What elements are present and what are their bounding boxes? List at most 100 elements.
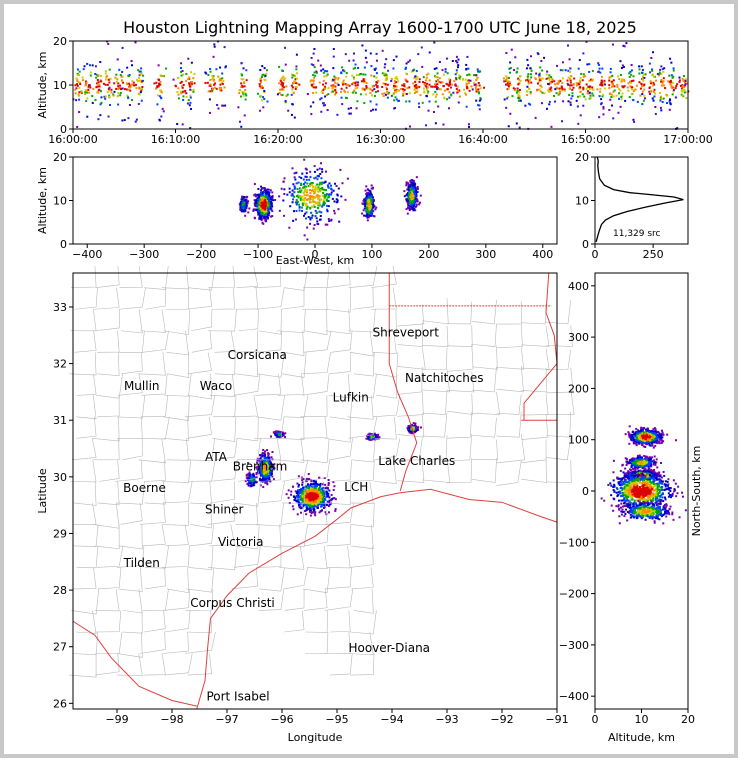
time-source-point bbox=[660, 65, 663, 68]
time-source-point bbox=[242, 94, 245, 97]
time-source-point bbox=[110, 91, 113, 94]
plan-source-point bbox=[312, 510, 315, 513]
time-source-point bbox=[506, 80, 509, 83]
time-source-point bbox=[260, 94, 263, 97]
eastwest-source-point bbox=[312, 188, 315, 191]
time-source-point bbox=[215, 87, 218, 90]
time-source-point bbox=[602, 93, 605, 96]
time-source-point bbox=[641, 93, 644, 96]
eastwest-source-point bbox=[368, 205, 371, 208]
time-source-point bbox=[561, 61, 564, 64]
eastwest-source-point bbox=[245, 203, 248, 206]
plan-source-point bbox=[263, 456, 266, 459]
plan-source-point bbox=[317, 492, 320, 495]
time-source-point bbox=[556, 87, 559, 90]
plan-source-point bbox=[368, 438, 371, 441]
time-source-point bbox=[682, 75, 685, 78]
plan-source-point bbox=[370, 433, 373, 436]
plan-source-point bbox=[323, 506, 326, 509]
time-source-point bbox=[457, 58, 460, 61]
time-source-point bbox=[353, 89, 356, 92]
eastwest-source-point bbox=[314, 202, 317, 205]
plan-source-point bbox=[311, 501, 314, 504]
time-source-point bbox=[185, 79, 188, 82]
time-source-point bbox=[434, 95, 437, 98]
time-source-point bbox=[115, 87, 118, 90]
time-source-point bbox=[394, 96, 397, 99]
time-source-point bbox=[660, 78, 663, 81]
time-source-point bbox=[475, 77, 478, 80]
time-source-point bbox=[577, 67, 580, 70]
eastwest-source-point bbox=[321, 170, 324, 173]
plan-source-point bbox=[264, 472, 267, 475]
time-source-point bbox=[665, 93, 668, 96]
time-source-point bbox=[176, 91, 179, 94]
time-source-point bbox=[365, 93, 368, 96]
time-source-point bbox=[529, 91, 532, 94]
eastwest-source-point bbox=[313, 204, 316, 207]
time-source-point bbox=[245, 79, 248, 82]
eastwest-source-point bbox=[293, 176, 296, 179]
plan-source-point bbox=[255, 471, 258, 474]
time-source-point bbox=[346, 91, 349, 94]
plan-source-point bbox=[265, 465, 268, 468]
time-source-point bbox=[652, 99, 655, 102]
time-source-point bbox=[108, 81, 111, 84]
plan-source-point bbox=[314, 492, 317, 495]
time-source-point bbox=[284, 101, 287, 104]
time-source-point bbox=[557, 93, 560, 96]
time-source-point bbox=[630, 69, 633, 72]
plan-source-point bbox=[266, 476, 269, 479]
eastwest-source-point bbox=[265, 192, 268, 195]
eastwest-source-point bbox=[291, 192, 294, 195]
eastwest-source-point bbox=[241, 209, 244, 212]
time-source-point bbox=[582, 104, 585, 107]
eastwest-source-point bbox=[316, 206, 319, 209]
eastwest-source-point bbox=[327, 185, 330, 188]
eastwest-source-point bbox=[267, 209, 270, 212]
eastwest-source-point bbox=[270, 196, 273, 199]
time-source-point bbox=[534, 116, 537, 119]
time-source-point bbox=[138, 70, 141, 73]
eastwest-source-point bbox=[405, 199, 408, 202]
time-source-point bbox=[425, 95, 428, 98]
time-source-point bbox=[466, 74, 469, 77]
time-source-point bbox=[569, 75, 572, 78]
time-source-point bbox=[334, 81, 337, 84]
plan-source-point bbox=[369, 438, 372, 441]
time-source-point bbox=[373, 88, 376, 91]
plan-source-point bbox=[245, 474, 248, 477]
time-source-point bbox=[597, 63, 600, 66]
time-source-point bbox=[188, 104, 191, 107]
time-source-point bbox=[591, 79, 594, 82]
plan-source-point bbox=[297, 503, 300, 506]
eastwest-source-point bbox=[372, 186, 375, 189]
time-source-point bbox=[601, 84, 604, 87]
time-source-point bbox=[156, 85, 159, 88]
eastwest-source-point bbox=[240, 198, 243, 201]
time-source-point bbox=[76, 84, 79, 87]
eastwest-source-point bbox=[365, 197, 368, 200]
time-source-point bbox=[513, 69, 516, 72]
plan-source-point bbox=[318, 511, 321, 514]
time-source-point bbox=[446, 98, 449, 101]
time-source-point bbox=[81, 76, 84, 79]
time-source-point bbox=[670, 86, 673, 89]
plan-source-point bbox=[314, 494, 317, 497]
eastwest-source-point bbox=[415, 195, 418, 198]
time-source-point bbox=[97, 89, 100, 92]
time-source-point bbox=[657, 74, 660, 77]
time-source-point bbox=[569, 78, 572, 81]
time-source-point bbox=[180, 80, 183, 83]
eastwest-source-point bbox=[264, 212, 267, 215]
time-source-point bbox=[413, 68, 416, 71]
time-source-point bbox=[312, 86, 315, 89]
eastwest-source-point bbox=[258, 198, 261, 201]
time-source-point bbox=[326, 109, 329, 112]
plan-source-point bbox=[255, 473, 258, 476]
time-source-point bbox=[526, 58, 529, 61]
time-source-point bbox=[76, 78, 79, 81]
eastwest-source-point bbox=[266, 197, 269, 200]
time-source-point bbox=[597, 62, 600, 65]
plan-source-point bbox=[310, 480, 313, 483]
